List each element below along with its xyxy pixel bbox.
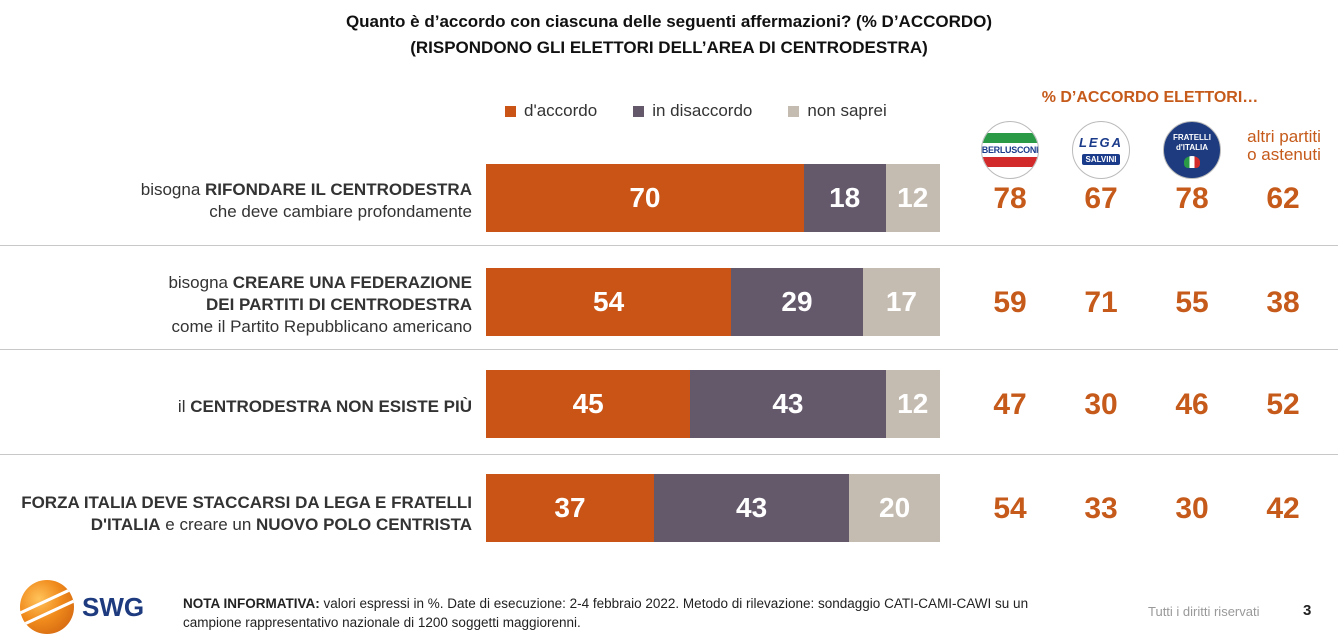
altri-label-line1: altri partiti — [1247, 127, 1321, 146]
value-fratelli-italia: 78 — [1175, 182, 1209, 215]
value-lega: 71 — [1084, 286, 1118, 319]
stacked-bar-row: 45 43 12 — [486, 370, 940, 438]
row-divider — [0, 245, 1338, 246]
value-altri: 42 — [1266, 492, 1300, 525]
value-altri: 52 — [1266, 388, 1300, 421]
legend-swatch — [633, 105, 645, 117]
segment-non-saprei: 12 — [885, 370, 940, 438]
altri-partiti-label: altri partiti o astenuti — [1238, 128, 1330, 164]
value-lega: 67 — [1084, 182, 1118, 215]
globe-icon — [20, 580, 74, 634]
segment-non-saprei: 17 — [862, 268, 940, 336]
row-label-4: FORZA ITALIA DEVE STACCARSI DA LEGA E FR… — [21, 493, 472, 534]
lega-logo: LEGA SALVINI — [1072, 121, 1130, 179]
legend-item-accordo: d'accordo — [505, 101, 597, 121]
altri-label-line2: o astenuti — [1247, 145, 1321, 164]
fdi-logo-text-2: d'ITALIA — [1176, 142, 1208, 152]
swg-logo: SWG — [20, 580, 144, 634]
chart-title: Quanto è d’accordo con ciascuna delle se… — [345, 12, 993, 31]
parties-header: % D’ACCORDO ELETTORI… — [1041, 89, 1259, 106]
value-forza-italia: 47 — [993, 388, 1027, 421]
fi-logo-text: BERLUSCONI — [981, 145, 1039, 155]
footnote: NOTA INFORMATIVA: valori espressi in %. … — [183, 596, 1029, 630]
segment-accordo: 37 — [486, 474, 654, 542]
value-altri: 38 — [1266, 286, 1300, 319]
value-fratelli-italia: 46 — [1175, 388, 1209, 421]
value-forza-italia: 59 — [993, 286, 1027, 319]
legend-swatch — [788, 105, 800, 117]
stacked-bar-row: 70 18 12 — [486, 164, 940, 232]
forza-italia-logo: BERLUSCONI — [981, 121, 1039, 179]
segment-disaccordo: 43 — [653, 474, 850, 542]
segment-accordo: 45 — [486, 370, 691, 438]
chart-subtitle: (RISPONDONO GLI ELETTORI DELL’AREA DI CE… — [410, 38, 928, 57]
segment-accordo: 70 — [486, 164, 804, 232]
segment-disaccordo: 29 — [731, 268, 863, 336]
lega-logo-text: LEGA — [1078, 135, 1124, 150]
legend-label: d'accordo — [524, 101, 598, 120]
stacked-bar-row: 37 43 20 — [486, 474, 940, 542]
value-forza-italia: 78 — [993, 182, 1027, 215]
value-forza-italia: 54 — [993, 492, 1027, 525]
legend-label: in disaccordo — [652, 101, 753, 120]
segment-non-saprei: 12 — [885, 164, 940, 232]
row-divider — [0, 454, 1338, 455]
value-lega: 30 — [1084, 388, 1118, 421]
segment-accordo: 54 — [486, 268, 732, 336]
value-lega: 33 — [1084, 492, 1118, 525]
value-fratelli-italia: 55 — [1175, 286, 1209, 319]
legend-swatch — [505, 105, 516, 117]
rights-text: Tutti i diritti riservati — [1148, 604, 1260, 619]
flame-icon — [1184, 155, 1200, 168]
legend-label: non saprei — [807, 101, 887, 120]
row-label-2: bisogna CREARE UNA FEDERAZIONE DEI PARTI… — [168, 273, 472, 336]
row-divider — [0, 349, 1338, 350]
legend-item-non-saprei: non saprei — [788, 101, 887, 121]
stacked-bar-row: 54 29 17 — [486, 268, 940, 336]
segment-non-saprei: 20 — [849, 474, 940, 542]
legend-item-disaccordo: in disaccordo — [633, 101, 752, 121]
fratelli-italia-logo: FRATELLI d'ITALIA — [1163, 121, 1221, 179]
row-label-3: il CENTRODESTRA NON ESISTE PIÙ — [177, 397, 472, 416]
legend: d'accordo in disaccordo non saprei — [505, 101, 887, 121]
brand-name: SWG — [82, 591, 145, 622]
segment-disaccordo: 18 — [803, 164, 886, 232]
page-number: 3 — [1303, 602, 1312, 619]
lega-logo-subtext: SALVINI — [1081, 154, 1121, 165]
value-altri: 62 — [1266, 182, 1300, 215]
fdi-logo-text-1: FRATELLI — [1172, 132, 1212, 142]
row-label-1: bisogna RIFONDARE IL CENTRODESTRA che de… — [140, 180, 472, 221]
value-fratelli-italia: 30 — [1175, 492, 1209, 525]
segment-disaccordo: 43 — [690, 370, 886, 438]
